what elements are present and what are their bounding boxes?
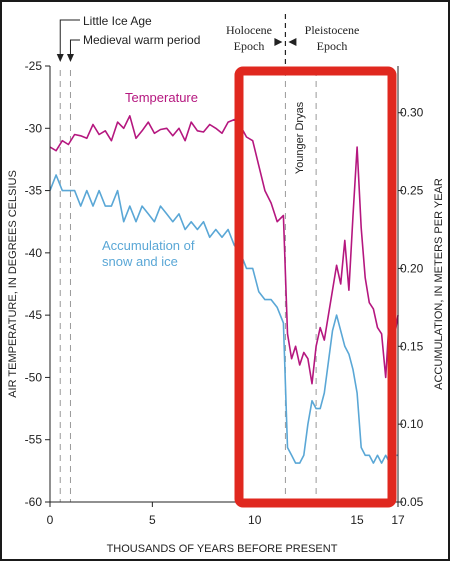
y-left-tick-label: -30	[25, 121, 43, 135]
y-right-tick-label: 0.20	[400, 261, 424, 275]
younger-dryas-label: Younger Dryas	[294, 101, 306, 174]
series-lines	[49, 115, 399, 464]
y-right-tick-label: 0.05	[400, 495, 424, 509]
accumulation-series-label-line1: Accumulation of	[102, 238, 195, 253]
medieval-warm-period-arrow	[69, 39, 80, 56]
holocene-label-line2: Epoch	[234, 39, 265, 53]
holocene-label-line1: Holocene	[226, 23, 272, 37]
accumulation-series-line	[49, 174, 398, 464]
y-left-tick-label: -55	[25, 433, 43, 447]
tick-labels: 0 5 10 15 17 -25 -30 -35 -40 -45 -50 -55 -60 0.30 0.25…	[7, 59, 445, 555]
temperature-series-line	[49, 115, 399, 385]
x-tick-label: 10	[248, 513, 262, 527]
x-tick-label: 17	[391, 513, 405, 527]
pleistocene-direction-arrow	[288, 38, 297, 46]
x-axis-title: THOUSANDS OF YEARS BEFORE PRESENT	[107, 543, 338, 555]
holocene-direction-arrow	[274, 38, 283, 46]
pleistocene-label-line2: Epoch	[317, 39, 348, 53]
y-left-tick-label: -60	[25, 495, 43, 509]
y-right-tick-label: 0.25	[400, 184, 424, 198]
little-ice-age-arrowhead	[56, 54, 64, 62]
x-tick-label: 15	[350, 513, 364, 527]
little-ice-age-label: Little Ice Age	[83, 14, 152, 28]
accumulation-series-label-line2: snow and ice	[102, 254, 178, 269]
pleistocene-label-line1: Pleistocene	[305, 23, 360, 37]
y-right-axis-title: ACCUMULATION, IN METERS PER YEAR	[433, 178, 445, 390]
y-left-tick-label: -25	[25, 59, 43, 73]
y-left-axis-title: AIR TEMPERATURE, IN DEGREES CELSIUS	[7, 170, 19, 398]
y-left-tick-label: -35	[25, 184, 43, 198]
medieval-warm-period-arrowhead	[66, 54, 74, 62]
x-tick-label: 5	[149, 513, 156, 527]
highlight-box	[234, 66, 397, 508]
x-tick-label: 0	[47, 513, 54, 527]
reference-dashed-lines	[59, 14, 317, 502]
y-left-tick-label: -40	[25, 246, 43, 260]
temperature-series-label: Temperature	[125, 90, 198, 105]
little-ice-age-arrow	[59, 19, 80, 56]
y-right-tick-label: 0.30	[400, 106, 424, 120]
y-left-tick-label: -50	[25, 370, 43, 384]
medieval-warm-period-label: Medieval warm period	[83, 33, 200, 47]
y-right-tick-label: 0.15	[400, 339, 424, 353]
y-right-tick-label: 0.10	[400, 417, 424, 431]
y-left-tick-label: -45	[25, 308, 43, 322]
